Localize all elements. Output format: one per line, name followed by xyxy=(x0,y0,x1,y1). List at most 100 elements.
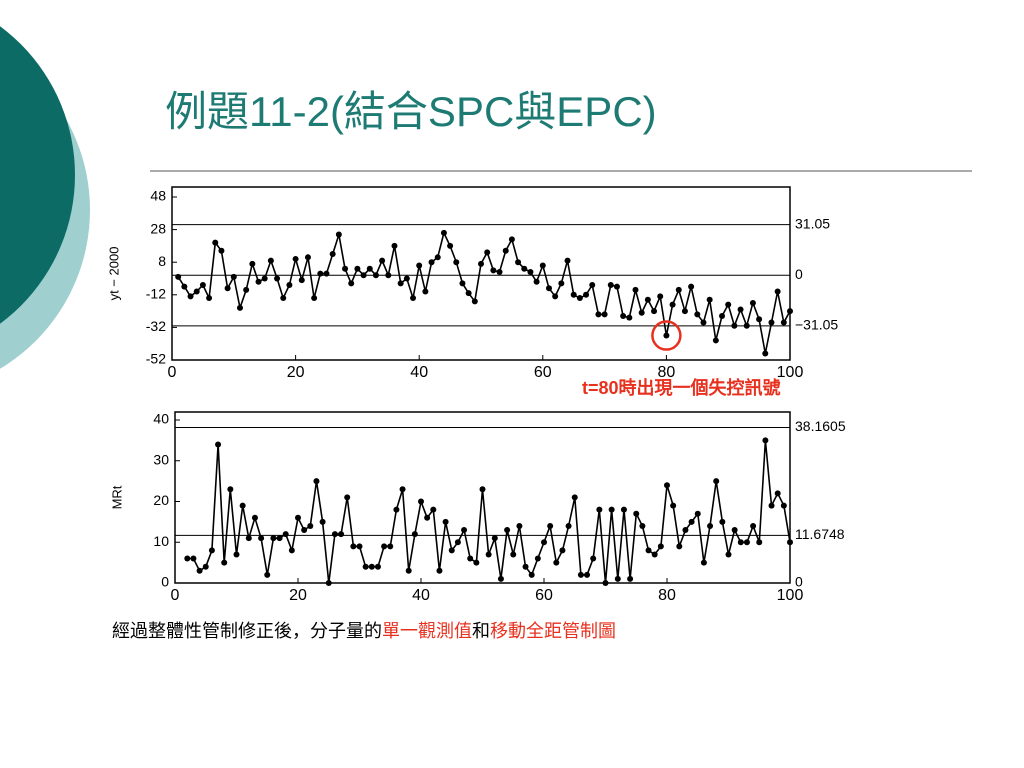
data-point xyxy=(187,293,194,300)
data-point xyxy=(199,282,206,289)
y-tick-label: -32 xyxy=(146,318,166,334)
caption-text: 經過整體性管制修正後，分子量的 xyxy=(112,621,382,641)
x-tick-label: 40 xyxy=(412,587,430,604)
data-point xyxy=(379,257,386,264)
data-point xyxy=(664,482,670,489)
data-point xyxy=(403,275,410,282)
data-point xyxy=(387,543,394,550)
data-point xyxy=(496,268,503,275)
data-point xyxy=(694,311,701,318)
x-tick-label: 20 xyxy=(289,587,307,604)
data-point xyxy=(381,543,388,550)
y-tick-label: 10 xyxy=(153,533,169,549)
data-point xyxy=(749,299,756,306)
x-tick-label: 40 xyxy=(410,364,428,381)
data-point xyxy=(632,286,639,293)
y-tick-label: 40 xyxy=(153,411,169,427)
data-point xyxy=(743,322,750,329)
data-point xyxy=(354,265,361,272)
data-point xyxy=(196,567,203,574)
data-point xyxy=(545,285,552,292)
data-point xyxy=(311,295,318,302)
control-limit-label: 0 xyxy=(795,266,803,282)
data-point xyxy=(633,510,640,517)
data-point xyxy=(319,518,326,525)
y-tick-label: 48 xyxy=(150,188,166,204)
data-point xyxy=(261,275,268,282)
data-point xyxy=(584,571,591,578)
data-point xyxy=(675,286,682,293)
data-point xyxy=(644,296,651,303)
data-point xyxy=(442,518,449,525)
data-point xyxy=(372,272,379,279)
data-point xyxy=(576,295,583,302)
data-point xyxy=(258,535,265,542)
control-limit-label: 0 xyxy=(795,574,803,590)
data-point xyxy=(768,502,775,509)
control-limit-label: 11.6748 xyxy=(795,526,845,542)
data-point xyxy=(516,522,523,529)
data-point xyxy=(233,551,240,558)
data-point xyxy=(694,510,701,517)
data-point xyxy=(491,535,498,542)
data-point xyxy=(583,291,590,298)
data-point xyxy=(485,551,492,558)
data-point xyxy=(559,547,566,554)
data-point xyxy=(737,539,744,546)
data-point xyxy=(539,262,546,269)
plot-frame xyxy=(171,186,791,361)
data-point xyxy=(762,350,769,357)
data-point xyxy=(780,319,787,326)
data-point xyxy=(224,285,231,292)
data-point xyxy=(645,547,652,554)
x-tick-label: 60 xyxy=(535,587,553,604)
y-tick-label: 28 xyxy=(150,220,166,236)
data-point xyxy=(264,571,271,578)
data-point xyxy=(547,522,554,529)
data-point xyxy=(731,527,738,534)
data-point xyxy=(589,282,596,289)
data-point xyxy=(428,259,435,266)
data-point xyxy=(774,490,781,497)
data-point xyxy=(595,311,602,318)
y-tick-label: -52 xyxy=(146,351,166,367)
data-point xyxy=(206,295,213,302)
data-point xyxy=(700,559,707,566)
data-point xyxy=(565,522,572,529)
data-point xyxy=(399,486,406,493)
data-point xyxy=(737,306,744,313)
data-point xyxy=(249,260,256,267)
caption: 經過整體性管制修正後，分子量的單一觀測值和移動全距管制圖 xyxy=(112,617,616,643)
x-tick-label: 80 xyxy=(658,587,676,604)
chart: -52 -32 -12 8 28 48 0 20 40 60 80 100 31.05 0 −31.05 yt… xyxy=(106,186,838,398)
data-point xyxy=(424,514,431,521)
data-point xyxy=(227,486,234,493)
slide-title: 例題11-2(結合SPC與EPC) xyxy=(165,88,657,135)
data-point xyxy=(731,322,738,329)
data-point xyxy=(356,543,363,550)
caption-text: 和 xyxy=(472,621,490,641)
data-point xyxy=(613,283,620,290)
data-point xyxy=(338,531,345,538)
data-point xyxy=(230,273,237,280)
data-point xyxy=(681,308,688,315)
data-point xyxy=(276,535,283,542)
data-point xyxy=(719,518,726,525)
x-tick-label: 80 xyxy=(658,364,676,381)
y-tick-label: 30 xyxy=(153,451,169,467)
data-point xyxy=(410,295,417,302)
data-point xyxy=(434,254,441,261)
data-point xyxy=(405,567,412,574)
deco-circle-dark xyxy=(0,26,75,324)
data-point xyxy=(601,311,608,318)
data-point xyxy=(478,260,484,267)
data-point xyxy=(411,531,418,538)
x-tick-label: 100 xyxy=(777,364,804,381)
data-point xyxy=(467,555,474,562)
data-point xyxy=(756,539,763,546)
data-point xyxy=(528,571,535,578)
data-point xyxy=(430,506,437,513)
control-limit-label: −31.05 xyxy=(795,317,838,333)
data-point xyxy=(193,288,200,295)
